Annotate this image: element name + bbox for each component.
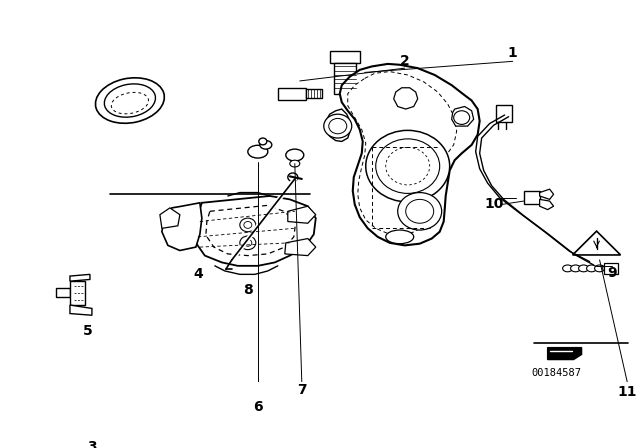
- Polygon shape: [56, 288, 70, 297]
- Polygon shape: [548, 348, 582, 360]
- Polygon shape: [288, 206, 316, 223]
- Ellipse shape: [111, 92, 148, 114]
- Polygon shape: [495, 105, 511, 122]
- Circle shape: [406, 199, 434, 223]
- Circle shape: [240, 218, 256, 232]
- Ellipse shape: [286, 149, 304, 161]
- Circle shape: [365, 130, 450, 202]
- Circle shape: [244, 239, 252, 246]
- Circle shape: [288, 173, 298, 181]
- Ellipse shape: [603, 265, 612, 272]
- Polygon shape: [452, 107, 474, 126]
- Polygon shape: [206, 205, 296, 256]
- Polygon shape: [70, 305, 92, 315]
- Text: 7: 7: [297, 383, 307, 397]
- Circle shape: [244, 221, 252, 228]
- Polygon shape: [306, 90, 322, 98]
- Ellipse shape: [579, 265, 589, 272]
- Text: 1: 1: [508, 46, 518, 60]
- Text: 5: 5: [83, 323, 93, 338]
- Polygon shape: [278, 88, 306, 100]
- Polygon shape: [285, 239, 316, 256]
- Text: 10: 10: [484, 198, 503, 211]
- Polygon shape: [194, 196, 316, 266]
- Polygon shape: [540, 189, 554, 199]
- Ellipse shape: [290, 160, 300, 167]
- Ellipse shape: [386, 230, 413, 244]
- Text: 8: 8: [243, 283, 253, 297]
- Polygon shape: [70, 281, 85, 305]
- Polygon shape: [160, 208, 180, 228]
- Ellipse shape: [571, 265, 580, 272]
- Ellipse shape: [587, 265, 596, 272]
- Text: 00184587: 00184587: [532, 368, 582, 378]
- Ellipse shape: [595, 265, 605, 272]
- Circle shape: [240, 236, 256, 250]
- Polygon shape: [330, 51, 360, 63]
- Text: 6: 6: [253, 400, 262, 414]
- Polygon shape: [334, 63, 356, 94]
- Circle shape: [376, 139, 440, 194]
- Polygon shape: [524, 191, 540, 204]
- Ellipse shape: [104, 84, 156, 117]
- Text: 11: 11: [618, 385, 637, 399]
- Circle shape: [454, 111, 470, 125]
- Ellipse shape: [248, 145, 268, 158]
- Polygon shape: [604, 263, 618, 273]
- Text: 4: 4: [193, 267, 203, 281]
- Polygon shape: [70, 274, 90, 281]
- Polygon shape: [326, 109, 349, 142]
- Polygon shape: [340, 64, 479, 246]
- Circle shape: [259, 138, 267, 145]
- Text: 2: 2: [400, 54, 410, 69]
- Circle shape: [324, 114, 352, 138]
- Text: 9: 9: [607, 266, 616, 280]
- Polygon shape: [540, 199, 554, 210]
- Polygon shape: [394, 88, 418, 109]
- Circle shape: [397, 193, 442, 230]
- Ellipse shape: [563, 265, 573, 272]
- Circle shape: [386, 147, 429, 185]
- Polygon shape: [162, 203, 202, 250]
- Circle shape: [329, 118, 347, 134]
- Text: 3: 3: [87, 440, 97, 448]
- Ellipse shape: [95, 78, 164, 123]
- Polygon shape: [573, 231, 621, 255]
- Ellipse shape: [260, 141, 272, 149]
